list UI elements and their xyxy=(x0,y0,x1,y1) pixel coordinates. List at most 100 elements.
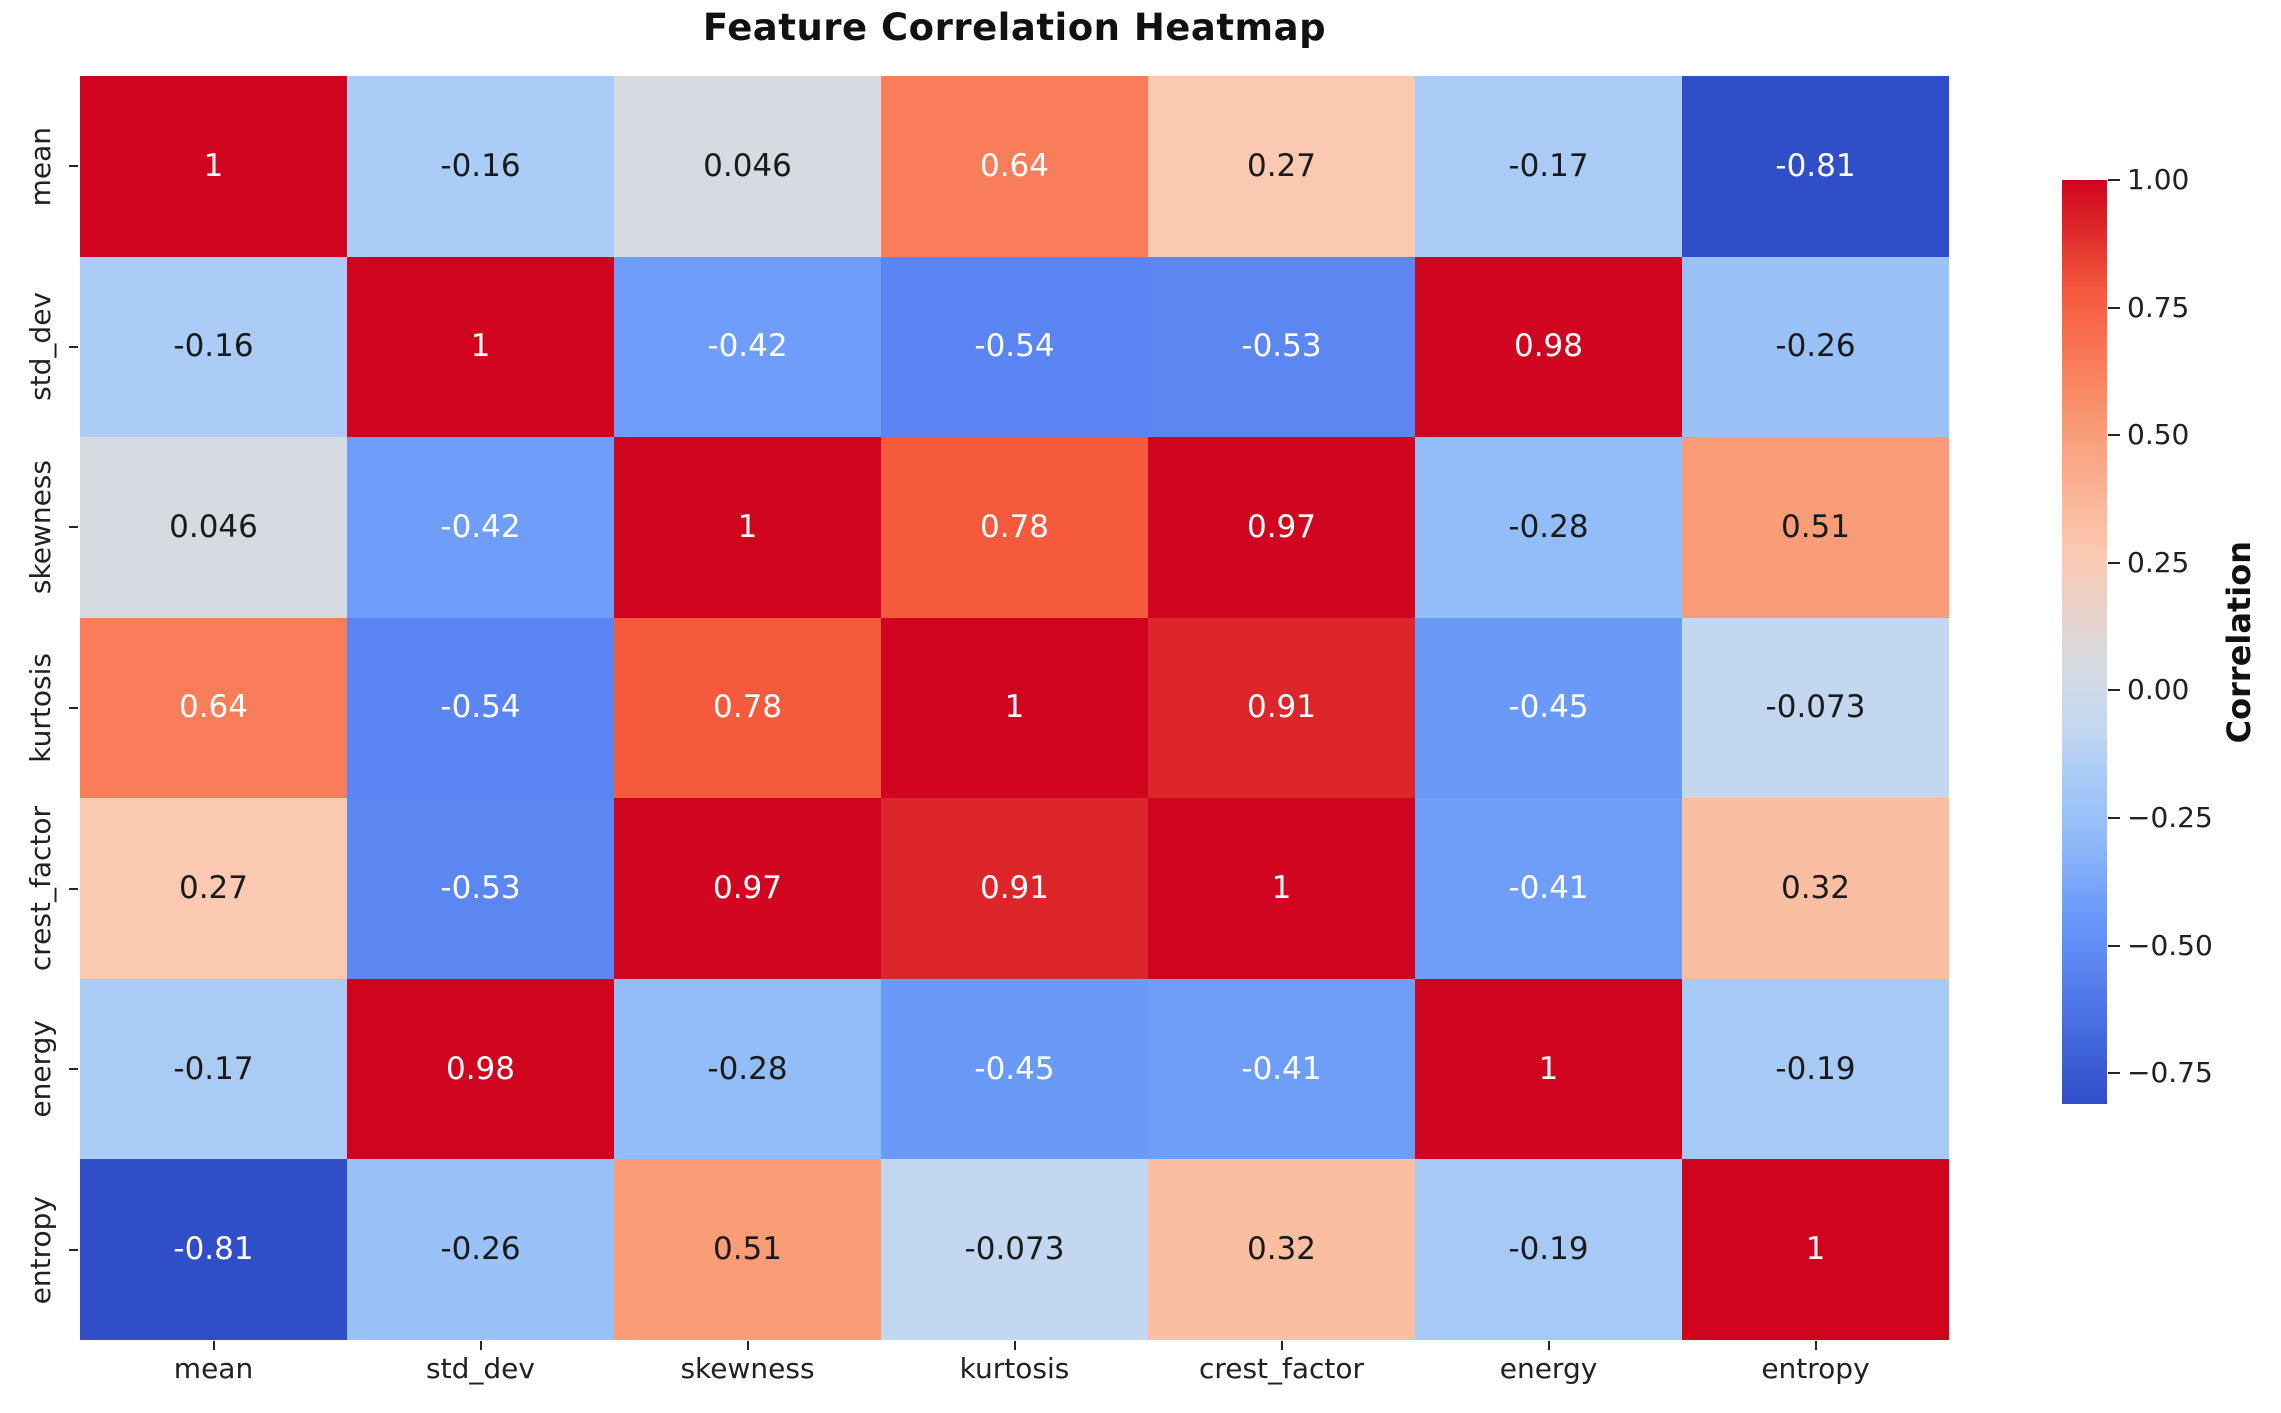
colorbar-tick-label: −0.75 xyxy=(2127,1056,2213,1090)
heatmap-cell: 0.046 xyxy=(614,76,881,257)
y-tick-mark xyxy=(69,165,78,168)
heatmap-cell: 0.64 xyxy=(881,76,1148,257)
y-tick-label: energy xyxy=(14,979,66,1160)
cell-value: -0.073 xyxy=(1765,689,1866,726)
cell-value: -0.41 xyxy=(1508,870,1589,907)
cell-value: -0.28 xyxy=(1508,508,1589,545)
heatmap-cell: -0.45 xyxy=(1415,617,1682,799)
heatmap-cell: 0.98 xyxy=(1415,256,1682,438)
x-tick-label: entropy xyxy=(1761,1352,1870,1385)
heatmap-cell: 1 xyxy=(614,437,881,618)
cell-value: 1 xyxy=(1004,689,1025,726)
colorbar-axis-label-text: Correlation xyxy=(2220,540,2258,744)
cell-value: -0.28 xyxy=(707,1050,788,1087)
cell-value: 1 xyxy=(1805,1231,1826,1268)
colorbar-tick-mark xyxy=(2108,944,2120,947)
heatmap-cell: -0.81 xyxy=(1682,76,1949,257)
colorbar xyxy=(2062,180,2107,1104)
heatmap-cell: 0.97 xyxy=(614,798,881,979)
y-tick-mark xyxy=(69,1068,78,1071)
cell-value: -0.45 xyxy=(974,1050,1055,1087)
heatmap-cell: 0.98 xyxy=(347,978,614,1160)
heatmap-grid: 1 -0.16 0.046 0.64 0.27 -0.17 -0.81 -0.16 1 -0.42… xyxy=(80,76,1949,1340)
cell-value: 1 xyxy=(203,147,224,184)
y-tick-label-text: energy xyxy=(23,1020,57,1118)
heatmap-cell: -0.53 xyxy=(347,798,614,979)
x-tick-label: skewness xyxy=(680,1352,815,1385)
heatmap-cell: -0.54 xyxy=(347,617,614,799)
x-tick-mark xyxy=(1013,1341,1016,1350)
cell-value: 0.64 xyxy=(178,689,249,726)
heatmap-cell: -0.28 xyxy=(1415,437,1682,618)
x-tick-label: crest_factor xyxy=(1198,1352,1365,1385)
cell-value: 0.91 xyxy=(979,870,1050,907)
cell-value: 0.97 xyxy=(712,870,783,907)
cell-value: 0.046 xyxy=(703,147,792,184)
heatmap-cell: -0.16 xyxy=(80,256,347,438)
x-tick-mark xyxy=(1814,1341,1817,1350)
colorbar-tick-label: 0.75 xyxy=(2127,290,2190,324)
cell-value: 1 xyxy=(1538,1050,1559,1087)
cell-value: -0.54 xyxy=(974,328,1055,365)
heatmap-cell: -0.41 xyxy=(1148,978,1415,1160)
heatmap-cell: 0.51 xyxy=(1682,437,1949,618)
heatmap-cell: 0.64 xyxy=(80,617,347,799)
heatmap-cell: -0.26 xyxy=(1682,256,1949,438)
x-tick-label: kurtosis xyxy=(959,1352,1070,1385)
heatmap-cell: 0.51 xyxy=(614,1159,881,1340)
heatmap-cell: 0.32 xyxy=(1682,798,1949,979)
heatmap-cell: 1 xyxy=(1415,978,1682,1160)
y-tick-label: mean xyxy=(14,76,66,257)
heatmap-cell: -0.26 xyxy=(347,1159,614,1340)
cell-value: -0.16 xyxy=(173,328,254,365)
colorbar-tick-mark xyxy=(2108,689,2120,692)
colorbar-tick-label: −0.50 xyxy=(2127,928,2213,962)
heatmap-cell: -0.42 xyxy=(347,437,614,618)
cell-value: 0.91 xyxy=(1246,689,1317,726)
y-tick-label-text: mean xyxy=(23,126,57,206)
y-tick-label: std_dev xyxy=(14,257,66,438)
colorbar-axis-label: Correlation xyxy=(2216,292,2262,992)
cell-value: 0.046 xyxy=(169,508,258,545)
heatmap-cell: -0.28 xyxy=(614,978,881,1160)
heatmap-cell: 0.78 xyxy=(614,617,881,799)
y-tick-label: skewness xyxy=(14,437,66,618)
chart-title: Feature Correlation Heatmap xyxy=(702,6,1327,49)
cell-value: 0.64 xyxy=(979,147,1050,184)
x-tick-mark xyxy=(479,1341,482,1350)
cell-value: 0.32 xyxy=(1246,1231,1317,1268)
colorbar-tick-label: 0.25 xyxy=(2127,545,2190,579)
heatmap-cell: 0.91 xyxy=(1148,617,1415,799)
y-tick-mark xyxy=(69,887,78,890)
cell-value: 0.51 xyxy=(1780,508,1851,545)
cell-value: -0.26 xyxy=(440,1231,521,1268)
cell-value: -0.42 xyxy=(440,508,521,545)
y-tick-mark xyxy=(69,707,78,709)
y-tick-label-text: std_dev xyxy=(23,292,57,402)
heatmap-cell: -0.41 xyxy=(1415,798,1682,979)
cell-value: -0.26 xyxy=(1775,328,1856,365)
y-tick-label-text: kurtosis xyxy=(23,653,57,763)
cell-value: 1 xyxy=(1271,870,1292,907)
heatmap-cell: -0.17 xyxy=(1415,76,1682,257)
cell-value: -0.16 xyxy=(440,147,521,184)
x-tick-mark xyxy=(1280,1341,1283,1350)
x-tick-label: std_dev xyxy=(426,1352,535,1385)
heatmap-cell: -0.19 xyxy=(1415,1159,1682,1340)
y-tick-label: kurtosis xyxy=(14,618,66,799)
heatmap-cell: -0.81 xyxy=(80,1159,347,1340)
y-tick-label-text: crest_factor xyxy=(23,806,57,972)
heatmap-cell: -0.16 xyxy=(347,76,614,257)
cell-value: -0.53 xyxy=(440,870,521,907)
heatmap-cell: -0.42 xyxy=(614,256,881,438)
heatmap-cell: -0.17 xyxy=(80,978,347,1160)
colorbar-tick-mark xyxy=(2108,817,2120,820)
cell-value: -0.42 xyxy=(707,328,788,365)
cell-value: -0.073 xyxy=(964,1231,1065,1268)
x-tick-label: energy xyxy=(1499,1352,1598,1385)
cell-value: 0.27 xyxy=(1246,147,1317,184)
cell-value: 0.98 xyxy=(445,1050,516,1087)
cell-value: -0.81 xyxy=(173,1231,254,1268)
cell-value: -0.53 xyxy=(1241,328,1322,365)
